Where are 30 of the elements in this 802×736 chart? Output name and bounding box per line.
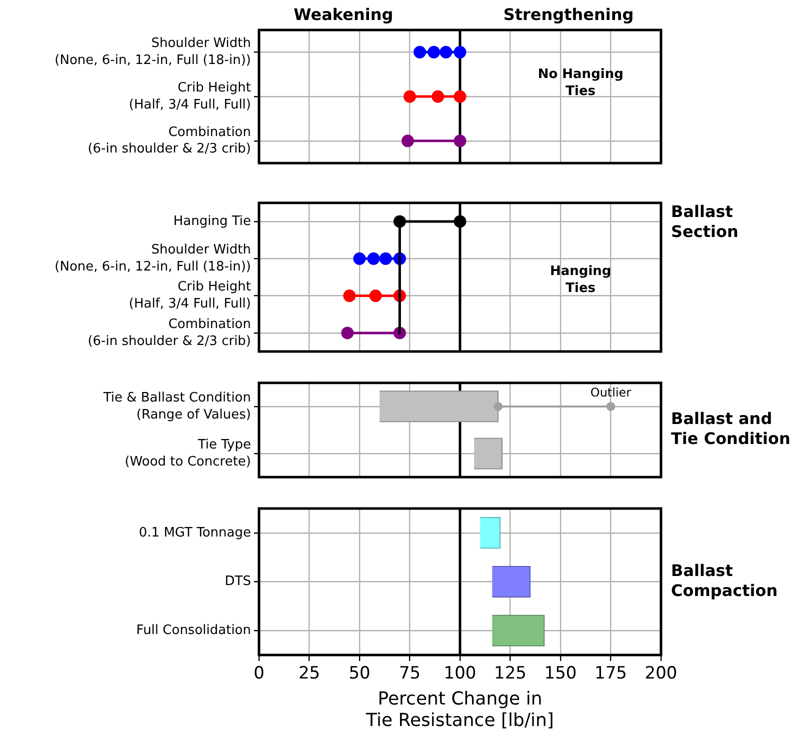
x-tick-label: 175 (594, 664, 627, 684)
y-tick-label: Combination (6-in shoulder & 2/3 crib) (88, 124, 251, 157)
annotation: No Hanging Ties (538, 67, 624, 100)
y-tick-label: Crib Height (Half, 3/4 Full, Full) (128, 80, 251, 112)
x-axis-title: Percent Change in Tie Resistance [lb/in] (365, 688, 554, 731)
x-tick-label: 25 (298, 664, 320, 684)
annotation: Hanging Ties (550, 264, 612, 296)
x-tick-label: 150 (544, 664, 577, 684)
text: Weakening (294, 5, 394, 24)
y2-axis-title: Ballast and Tie Condition (671, 409, 790, 448)
text: Strengthening (503, 5, 634, 24)
y-tick-label: Full Consolidation (136, 622, 251, 638)
x-tick-label: 50 (348, 664, 370, 684)
y-tick-label: Hanging Tie (173, 214, 251, 229)
x-tick-label: 125 (494, 664, 526, 684)
y-tick-label: Shoulder Width (None, 6-in, 12-in, Full (18-in)) (54, 36, 251, 68)
annotation: Outlier (590, 385, 632, 400)
x-tick-label: 0 (254, 664, 264, 684)
y-tick-label: Tie & Ballast Condition (Range of Values) (102, 390, 251, 422)
y-tick-label: Shoulder Width (None, 6-in, 12-in, Full (18-in)) (54, 242, 251, 274)
y-tick-label: Crib Height (Half, 3/4 Full, Full) (128, 280, 251, 312)
y-tick-label: Combination (6-in shoulder & 2/3 crib) (88, 316, 251, 349)
x-tick-label: 200 (644, 664, 678, 684)
y-tick-label: 0.1 MGT Tonnage (138, 525, 251, 540)
x-tick-label: 100 (444, 664, 476, 684)
text: Ballast Section (671, 202, 738, 242)
y-tick-label: DTS (224, 574, 251, 590)
y-tick-label: Tie Type (Wood to Concrete) (124, 437, 251, 470)
y2-axis-title: Ballast Compaction (671, 560, 778, 600)
x-tick-label: 75 (398, 664, 421, 684)
